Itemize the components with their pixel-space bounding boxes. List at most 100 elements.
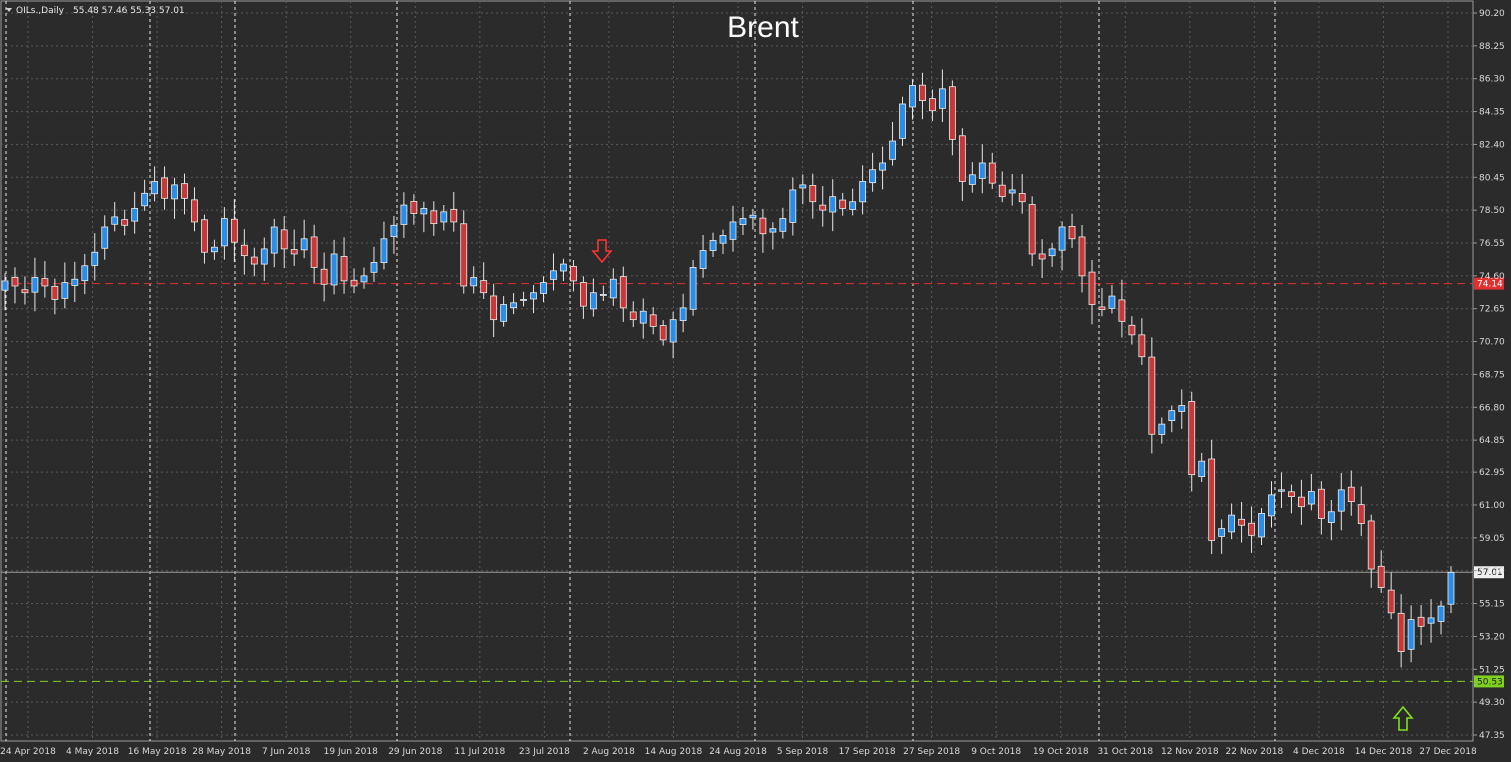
candle-body-up: [889, 140, 896, 160]
candle: [550, 253, 557, 291]
candle-body-up: [899, 103, 906, 139]
candle-body-down: [1088, 271, 1096, 305]
candle: [570, 259, 577, 292]
candle-body-up: [739, 218, 747, 225]
candle-body-up: [220, 218, 228, 247]
candle-body-down: [1417, 616, 1425, 627]
candle: [1228, 503, 1236, 540]
candle: [829, 179, 837, 232]
x-tick-label: 5 Sep 2018: [777, 747, 829, 757]
candle-body-up: [420, 208, 428, 215]
candle: [211, 239, 218, 260]
candle-body-up: [709, 240, 717, 251]
candle: [530, 285, 537, 314]
candle: [1018, 174, 1026, 214]
candle-body-up: [939, 88, 946, 109]
x-tick-label: 11 Jul 2018: [454, 747, 505, 757]
candle: [91, 233, 99, 281]
candle-body-down: [161, 177, 168, 199]
candle: [869, 152, 876, 192]
candle: [1138, 318, 1146, 365]
x-tick-label: 22 Nov 2018: [1226, 747, 1284, 757]
candle-body-down: [1138, 334, 1146, 358]
ohlc-readout: 55.48 57.46 55.33 57.01: [73, 6, 185, 16]
candle-body-up: [1108, 295, 1116, 309]
candle: [889, 121, 896, 166]
candle: [340, 237, 348, 294]
candle: [1218, 519, 1226, 554]
candle: [719, 229, 727, 254]
y-tick-label: 70.70: [1479, 338, 1505, 348]
x-tick-label: 27 Sep 2018: [903, 747, 960, 757]
candle-body-down: [201, 219, 208, 253]
candle-body-down: [51, 285, 59, 300]
candle: [809, 173, 817, 219]
x-tick-label: 27 Dec 2018: [1419, 747, 1477, 757]
candle-body-down: [410, 201, 418, 214]
candle-body-up: [1258, 513, 1265, 538]
y-tick-label: 57.10: [1479, 567, 1505, 577]
y-tick-label: 53.20: [1479, 632, 1505, 642]
x-tick-label: 9 Oct 2018: [971, 747, 1021, 757]
candle-body-down: [948, 86, 956, 140]
candle-body-down: [430, 210, 438, 225]
candle: [1168, 405, 1176, 433]
candle-body-down: [580, 282, 587, 307]
candle: [1317, 481, 1325, 535]
candle-body-down: [629, 311, 637, 321]
candle: [1208, 439, 1216, 555]
candle-body-down: [181, 183, 188, 199]
candle: [390, 215, 398, 254]
candle-body-up: [500, 304, 508, 322]
x-tick-label: 24 Aug 2018: [709, 747, 767, 757]
candle: [380, 221, 388, 270]
candle-body-up: [779, 218, 787, 232]
candle: [181, 173, 188, 215]
candle-body-up: [978, 162, 986, 179]
candle-body-up: [1168, 410, 1176, 422]
candle: [1098, 288, 1106, 317]
candle-body-down: [290, 249, 298, 255]
candle-body-up: [1447, 572, 1455, 605]
candle-body-down: [480, 280, 488, 294]
candle: [240, 229, 248, 275]
candle: [1198, 452, 1206, 482]
candle: [470, 266, 478, 294]
candle-body-up: [1228, 514, 1236, 533]
candle: [1298, 479, 1305, 525]
x-tick-label: 19 Oct 2018: [1033, 747, 1089, 757]
info-dropdown-icon[interactable]: [6, 8, 12, 12]
candle: [609, 268, 617, 306]
chart-title: Brent: [727, 11, 799, 44]
candle-body-up: [1407, 619, 1415, 650]
x-tick-label: 12 Nov 2018: [1161, 747, 1219, 757]
y-tick-label: 47.35: [1479, 731, 1505, 741]
candle-body-up: [360, 275, 368, 283]
candle-body-down: [121, 219, 129, 226]
candle: [1058, 221, 1066, 271]
candle-body-up: [440, 211, 448, 223]
candle: [749, 208, 757, 230]
candle: [1447, 566, 1455, 614]
candle-body-down: [819, 204, 827, 211]
candle: [1347, 470, 1355, 516]
candle-body-up: [510, 302, 517, 309]
candle-body-up: [171, 184, 178, 200]
candle: [370, 246, 378, 282]
candle: [948, 80, 956, 156]
candle-body-up: [520, 299, 527, 301]
candle: [560, 258, 567, 282]
y-tick-label: 66.80: [1479, 403, 1505, 413]
x-tick-label: 24 Apr 2018: [0, 747, 56, 757]
candle-body-up: [599, 293, 607, 296]
candle: [580, 276, 587, 319]
candle: [330, 239, 338, 295]
candle-body-up: [101, 226, 109, 249]
level-badge-support: [1474, 675, 1504, 688]
candle: [250, 247, 258, 277]
candle: [1088, 259, 1096, 325]
candle: [879, 146, 886, 190]
candle: [510, 293, 517, 315]
y-tick-label: 68.75: [1479, 370, 1505, 380]
candle: [540, 276, 547, 303]
